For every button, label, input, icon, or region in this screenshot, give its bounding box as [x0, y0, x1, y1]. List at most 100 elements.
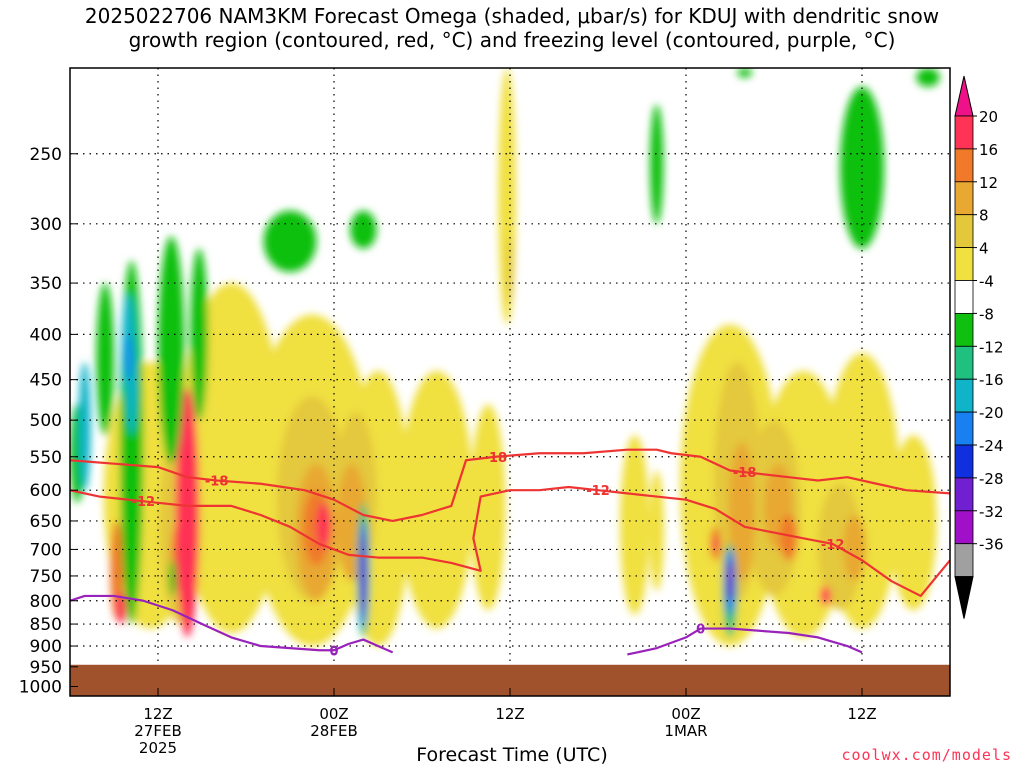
colorbar-bin [954, 345, 974, 380]
contour-label: 0 [696, 623, 705, 638]
colorbar-label: -36 [979, 536, 1004, 554]
colorbar-bottom-arrow [954, 576, 974, 619]
omega-region [889, 435, 937, 611]
omega-region [316, 502, 332, 550]
omega-region [96, 283, 114, 436]
omega-region [737, 68, 753, 78]
colorbar-bin [954, 312, 974, 347]
omega-region [78, 362, 91, 491]
x-tick-date: 28FEB [310, 722, 357, 740]
colorbar-bin [954, 378, 974, 413]
colorbar-label: -12 [979, 338, 1004, 356]
y-tick-label: 700 [30, 540, 62, 560]
y-tick-label: 850 [30, 615, 62, 635]
colorbar-label: -32 [979, 503, 1004, 521]
y-tick-label: 1000 [19, 678, 62, 698]
x-tick-label: 12Z [143, 705, 172, 723]
y-tick-label: 350 [30, 274, 62, 294]
x-tick-year: 2025 [139, 739, 177, 757]
y-tick-label: 600 [30, 481, 62, 501]
colorbar-bin [954, 543, 974, 578]
colorbar-label: 20 [979, 108, 998, 126]
contour-label: -12 [586, 484, 610, 499]
omega-region [190, 248, 208, 421]
colorbar-bin [954, 280, 974, 314]
contour-line [70, 448, 950, 523]
y-tick-label: 550 [30, 448, 62, 468]
contour-line [627, 627, 863, 656]
omega-region [470, 404, 506, 611]
colorbar-bin [954, 411, 974, 446]
contour-line [70, 485, 950, 598]
colorbar-label: 16 [979, 141, 998, 159]
contour-label: -18 [484, 451, 508, 466]
colorbar-bin [954, 247, 974, 281]
x-tick-label: 12Z [847, 705, 876, 723]
omega-region [779, 515, 798, 561]
colorbar-bin [954, 214, 974, 248]
grid-lines [70, 68, 950, 696]
omega-region [169, 560, 177, 596]
contour-line [70, 594, 394, 654]
omega-shading [70, 68, 940, 647]
colorbar-label: -16 [979, 371, 1004, 389]
y-tick-label: 250 [30, 145, 62, 165]
colorbar-bin [954, 444, 974, 479]
colorbar-bin [954, 510, 974, 545]
contour-label: -18 [733, 466, 757, 481]
omega-region [726, 560, 734, 601]
omega-region [840, 86, 884, 249]
contour-label: -18 [205, 474, 229, 489]
y-tick-label: 750 [30, 567, 62, 587]
omega-region [728, 442, 755, 582]
chart-title-line1: 2025022706 NAM3KM Forecast Omega (shaded… [84, 4, 940, 28]
omega-region [712, 538, 719, 550]
contour-label: -12 [821, 538, 845, 553]
y-tick-label: 500 [30, 411, 62, 431]
credit-text: coolwx.com/models [841, 746, 1012, 764]
x-axis-label: Forecast Time (UTC) [416, 744, 608, 766]
colorbar-label: -4 [979, 273, 994, 291]
omega-region [116, 591, 127, 625]
colorbar-label: 8 [979, 207, 989, 225]
chart-title: 2025022706 NAM3KM Forecast Omega (shaded… [0, 4, 1024, 52]
y-tick-label: 450 [30, 371, 62, 391]
colorbar-top-arrow [954, 75, 974, 117]
x-tick-label: 00Z [671, 705, 700, 723]
colorbar-bin [954, 115, 974, 150]
y-tick-label: 400 [30, 325, 62, 345]
colorbar-label: 4 [979, 240, 989, 258]
colorbar-label: -20 [979, 404, 1004, 422]
omega-region [360, 532, 367, 615]
colorbar-label: -28 [979, 470, 1004, 488]
x-tick-label: 00Z [319, 705, 348, 723]
colorbar-bin [954, 148, 974, 183]
omega-region [125, 334, 132, 380]
omega-region [400, 371, 474, 629]
omega-region [620, 435, 650, 615]
colorbar-label: 12 [979, 174, 998, 192]
colorbar-label: -24 [979, 437, 1004, 455]
y-tick-label: 300 [30, 215, 62, 235]
omega-region [175, 388, 200, 638]
y-tick-label: 650 [30, 512, 62, 532]
contour-label: 0 [329, 644, 338, 659]
omega-region [916, 68, 940, 87]
omega-region [820, 586, 831, 606]
colorbar-bin [954, 181, 974, 216]
chart-title-line2: growth region (contoured, red, °C) and f… [128, 28, 896, 52]
omega-region [350, 210, 377, 249]
colorbar-label: -8 [979, 305, 994, 323]
temperature-contours: -18 -18 -18 -12 -12 -12 0 0 [70, 448, 950, 659]
omega-region [158, 236, 185, 464]
omega-region [728, 568, 732, 579]
y-tick-label: 900 [30, 637, 62, 657]
pressure-axis: 2503003504004505005506006507007508008509… [19, 145, 78, 698]
y-tick-label: 800 [30, 592, 62, 612]
omega-region [842, 515, 867, 582]
y-tick-label: 950 [30, 658, 62, 678]
colorbar: 20 16 12 8 4 -4 -8 -12 -16 -20 -24 -28 -32 -36 [954, 75, 1004, 619]
x-tick-date: 27FEB [134, 722, 181, 740]
